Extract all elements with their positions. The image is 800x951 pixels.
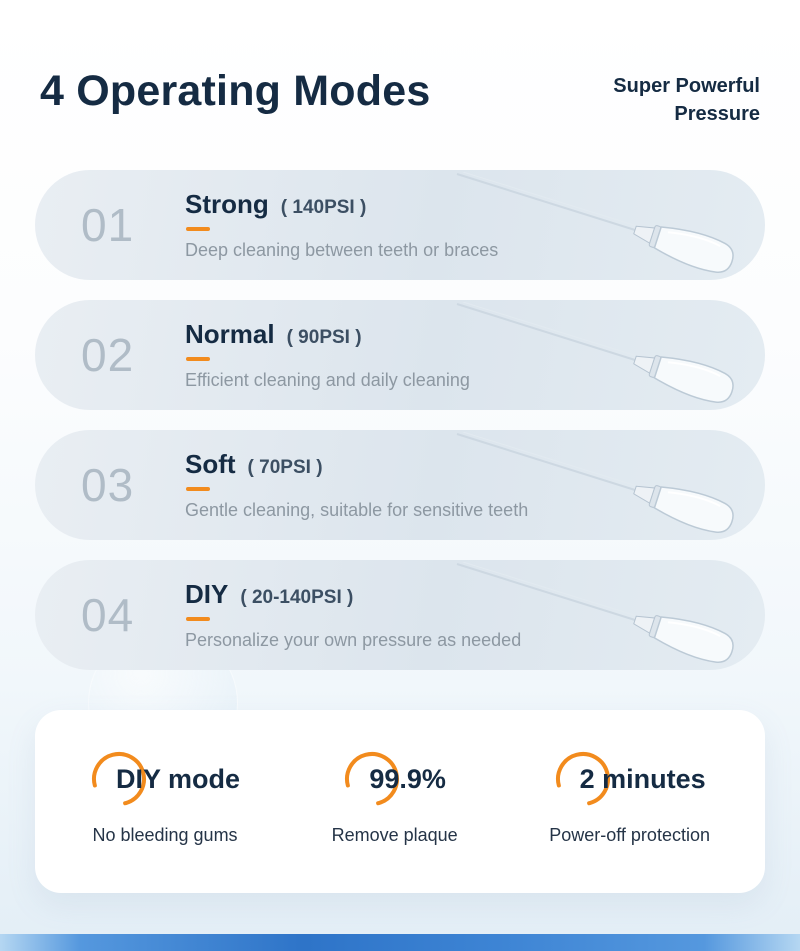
stat-value: 2 minutes: [579, 763, 706, 794]
progress-arc-icon: [91, 752, 146, 806]
mode-card-diy: 04 DIY ( 20-140PSI ) Personalize your ow…: [35, 560, 765, 670]
progress-arc-icon: [345, 752, 400, 806]
accent-dash: [186, 617, 210, 621]
tagline-line1: Super Powerful: [613, 75, 760, 97]
stat-remove-plaque: 99.9% Remove plaque: [332, 750, 458, 846]
stat-diy-mode: DIY mode No bleeding gums: [90, 750, 240, 846]
mode-description: Efficient cleaning and daily cleaning: [185, 370, 470, 390]
stats-card: DIY mode No bleeding gums 99.9% Remove p…: [35, 710, 765, 893]
mode-card-normal: 02 Normal ( 90PSI ) Efficient cleaning a…: [35, 300, 765, 410]
stat-power-off: 2 minutes Power-off protection: [549, 750, 710, 846]
water-jet-nozzle-icon: [456, 302, 739, 409]
mode-pressure: ( 90PSI ): [286, 327, 362, 348]
accent-dash: [186, 227, 210, 231]
mode-name: DIY: [185, 579, 229, 609]
mode-description: Personalize your own pressure as needed: [185, 630, 522, 650]
mode-pressure: ( 70PSI ): [247, 457, 323, 478]
accent-dash: [186, 487, 210, 491]
mode-content: Normal ( 90PSI ) Efficient cleaning and …: [185, 319, 470, 391]
mode-card-strong: 01 Strong ( 140PSI ) Deep cleaning betwe…: [35, 170, 765, 280]
bottom-blue-bar: [0, 934, 800, 951]
mode-number: 04: [81, 589, 135, 641]
stat-value: DIY mode: [116, 763, 241, 794]
mode-name: Strong: [185, 189, 269, 219]
header-tagline: Super Powerful Pressure: [613, 68, 760, 128]
accent-dash: [186, 357, 210, 361]
mode-description: Gentle cleaning, suitable for sensitive …: [185, 500, 529, 520]
mode-description: Deep cleaning between teeth or braces: [185, 240, 499, 260]
mode-content: Soft ( 70PSI ) Gentle cleaning, suitable…: [185, 449, 528, 521]
mode-number: 01: [81, 199, 135, 251]
page-title: 4 Operating Modes: [40, 67, 431, 115]
mode-content: DIY ( 20-140PSI ) Personalize your own p…: [185, 579, 521, 651]
tagline-line2: Pressure: [674, 103, 760, 125]
stat-label: Power-off protection: [549, 825, 710, 845]
mode-number: 03: [81, 459, 135, 511]
mode-name: Normal: [185, 319, 275, 349]
stat-value: 99.9%: [369, 763, 446, 794]
mode-pressure: ( 140PSI ): [280, 197, 367, 218]
stat-label: No bleeding gums: [92, 825, 238, 845]
stat-label: Remove plaque: [331, 825, 458, 845]
mode-name: Soft: [185, 449, 236, 479]
mode-pressure: ( 20-140PSI ): [240, 587, 354, 608]
progress-arc-icon: [555, 752, 610, 806]
mode-content: Strong ( 140PSI ) Deep cleaning between …: [185, 189, 498, 261]
mode-card-soft: 03 Soft ( 70PSI ) Gentle cleaning, suita…: [35, 430, 765, 540]
mode-number: 02: [81, 329, 135, 381]
header: 4 Operating Modes Super Powerful Pressur…: [40, 67, 760, 128]
